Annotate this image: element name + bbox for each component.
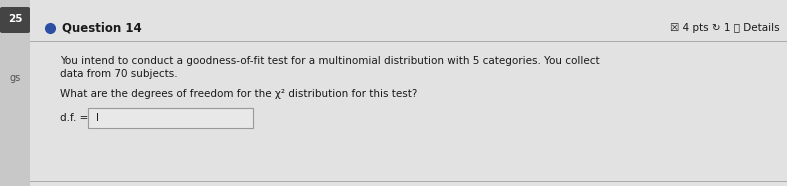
Text: I: I: [96, 113, 99, 123]
Text: You intend to conduct a goodness-of-fit test for a multinomial distribution with: You intend to conduct a goodness-of-fit …: [60, 56, 600, 66]
Text: gs: gs: [9, 73, 20, 83]
Text: Question 14: Question 14: [62, 22, 142, 34]
Text: d.f. =: d.f. =: [60, 113, 88, 123]
Bar: [0, 0, 30, 186]
Text: What are the degrees of freedom for the χ² distribution for this test?: What are the degrees of freedom for the …: [60, 89, 417, 99]
Text: 25: 25: [8, 14, 22, 24]
FancyBboxPatch shape: [0, 7, 30, 33]
Text: ☒ 4 pts ↻ 1 ⓘ Details: ☒ 4 pts ↻ 1 ⓘ Details: [671, 23, 780, 33]
Text: data from 70 subjects.: data from 70 subjects.: [60, 69, 178, 79]
Bar: [88, 108, 253, 128]
